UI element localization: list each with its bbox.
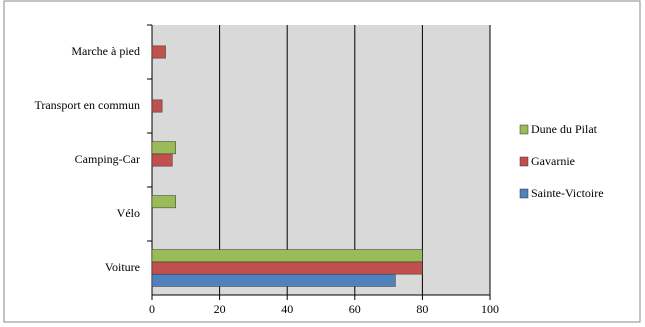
bar: [151, 273, 396, 287]
bar: [151, 195, 176, 209]
x-tick-label: 20: [214, 302, 226, 316]
bar: [151, 99, 163, 113]
x-tick-label: 0: [149, 302, 155, 316]
x-tick-label: 40: [281, 302, 293, 316]
x-tick-label: 80: [416, 302, 428, 316]
legend-label: Sainte-Victoire: [531, 186, 604, 200]
y-tick-label: Transport en commun: [34, 98, 140, 112]
legend-swatch: [519, 124, 529, 135]
bar: [151, 45, 166, 59]
y-tick-label: Vélo: [117, 206, 140, 220]
bar: [151, 141, 176, 155]
x-tick-label: 100: [481, 302, 499, 316]
y-tick-label: Voiture: [105, 260, 140, 274]
legend-swatch: [519, 156, 529, 167]
x-tick-label: 60: [349, 302, 361, 316]
bar: [151, 153, 173, 167]
bar: [151, 261, 423, 275]
legend-label: Dune du Pilat: [531, 122, 598, 136]
bar: [151, 249, 423, 263]
y-tick-label: Marche à pied: [71, 44, 140, 58]
legend-swatch: [519, 188, 529, 199]
y-tick-label: Camping-Car: [75, 152, 140, 166]
legend-label: Gavarnie: [531, 154, 575, 168]
